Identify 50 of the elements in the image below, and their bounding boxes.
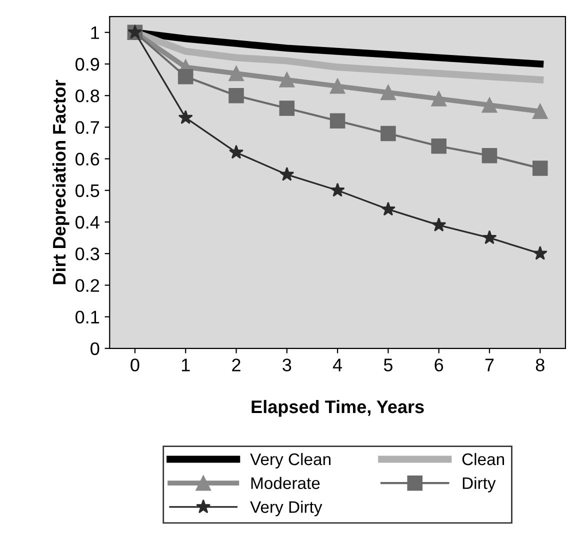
point (330, 182, 345, 197)
x-tick-label: 7 (485, 358, 494, 372)
point (532, 246, 548, 260)
y-tick-label: 0.9 (76, 58, 100, 71)
point (330, 113, 346, 129)
point (532, 104, 548, 120)
y-tick-label: 0.6 (76, 152, 100, 166)
y-axis-title: Dirt Depreciation Factor (52, 80, 70, 284)
legend-label: Moderate (251, 476, 320, 490)
point (330, 78, 346, 94)
y-tick-label: 0.3 (76, 248, 100, 260)
point (178, 110, 193, 124)
point (482, 148, 498, 164)
point (431, 138, 446, 154)
point (380, 84, 396, 100)
point (380, 202, 396, 216)
point (228, 88, 244, 104)
x-tick-label: 3 (282, 358, 292, 372)
point (279, 72, 295, 88)
point (432, 218, 446, 232)
y-tick-label: 0.1 (76, 310, 100, 324)
point (228, 66, 244, 82)
legend-label: Very Dirty (250, 500, 322, 516)
x-tick-label: 4 (332, 358, 342, 372)
x-axis-title: Elapsed Time, Years (252, 400, 424, 417)
point (482, 97, 498, 113)
point (228, 144, 244, 159)
point (532, 160, 548, 176)
y-tick-label: 0.5 (76, 184, 100, 198)
point (431, 91, 446, 106)
y-tick-label: 0 (90, 342, 100, 356)
point (280, 166, 294, 181)
y-tick-label: 0.7 (76, 121, 100, 134)
legend-label: Very Clean (250, 452, 330, 469)
x-tick-label: 2 (232, 358, 240, 372)
x-tick-label: 8 (536, 358, 544, 372)
point (482, 230, 497, 244)
x-tick-label: 1 (182, 358, 190, 372)
point (380, 126, 396, 142)
legend-label: Dirty (462, 476, 496, 492)
legend-label: Clean (462, 452, 504, 466)
point (279, 100, 295, 116)
y-tick-label: 0.4 (76, 216, 100, 229)
x-tick-label: 6 (434, 358, 444, 372)
y-tick-label: 0.2 (76, 279, 100, 292)
point (178, 68, 194, 84)
x-tick-label: 0 (130, 358, 140, 372)
x-tick-label: 5 (384, 358, 392, 372)
y-tick-label: 1 (91, 26, 100, 39)
y-tick-label: 0.8 (76, 90, 100, 102)
